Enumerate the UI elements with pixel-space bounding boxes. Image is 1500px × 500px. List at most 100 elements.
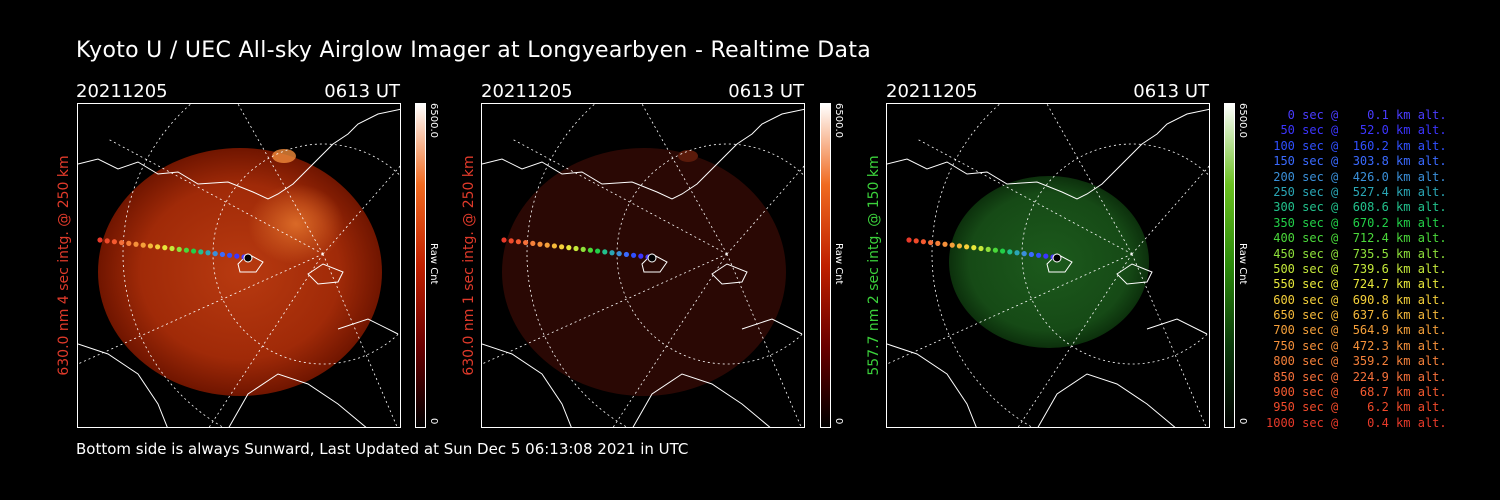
trajectory-marker — [227, 252, 233, 258]
panel-1-colorbar — [415, 103, 426, 428]
trajectory-marker — [559, 244, 565, 250]
station-marker — [647, 253, 657, 263]
trajectory-marker — [631, 252, 637, 258]
panel-3-date: 20211205 — [886, 81, 978, 102]
panel-3-cbar-min: 0 — [1237, 418, 1248, 425]
panel-1-cbar-max: 6500.0 — [428, 103, 439, 138]
trajectory-marker — [971, 245, 977, 251]
legend-row: 0 sec @ 0.1 km alt. — [1266, 108, 1447, 122]
trajectory-marker — [544, 242, 550, 248]
legend-row: 200 sec @ 426.0 km alt. — [1266, 169, 1447, 184]
trajectory-marker — [602, 249, 608, 255]
bright-spot — [272, 149, 296, 163]
panel-2-cbar-unit: Raw Cnt — [833, 243, 844, 285]
panel-2-cbar-max: 6500.0 — [833, 103, 844, 138]
legend-row: 500 sec @ 739.6 km alt. — [1266, 261, 1447, 276]
legend-row: 700 sec @ 564.9 km alt. — [1266, 323, 1447, 338]
panel-3-side-label: 557.7 nm 2 sec intg. @ 150 km — [866, 155, 882, 376]
legend-row: 450 sec @ 735.5 km alt. — [1266, 246, 1447, 261]
panel-3-cbar-unit: Raw Cnt — [1237, 243, 1248, 285]
legend-row: 150 sec @ 303.8 km alt. — [1266, 154, 1447, 169]
panel-1-side-label: 630.0 nm 4 sec intg. @ 250 km — [56, 155, 72, 376]
trajectory-marker — [219, 251, 225, 258]
panel-1-time: 0613 UT — [324, 81, 400, 102]
trajectory-track — [906, 237, 1062, 263]
trajectory-marker — [126, 240, 132, 246]
panel-1-date: 20211205 — [76, 81, 168, 102]
coastlines — [482, 108, 804, 427]
trajectory-marker — [920, 239, 926, 245]
trajectory-marker — [978, 245, 984, 252]
trajectory-marker — [501, 237, 507, 243]
trajectory-marker — [140, 242, 146, 248]
trajectory-marker — [176, 246, 182, 252]
legend-row: 650 sec @ 637.6 km alt. — [1266, 308, 1447, 323]
trajectory-marker — [1000, 248, 1006, 254]
panel-2-sky-map — [482, 104, 804, 427]
trajectory-marker — [949, 242, 955, 248]
panel-3-time: 0613 UT — [1133, 81, 1209, 102]
trajectory-marker — [616, 251, 622, 257]
trajectory-marker — [198, 249, 204, 255]
trajectory-marker — [573, 245, 579, 252]
trajectory-marker — [169, 245, 175, 252]
trajectory-marker — [97, 237, 103, 243]
trajectory-marker — [913, 238, 919, 244]
trajectory-marker — [985, 246, 991, 252]
panel-2-cbar-min: 0 — [833, 418, 844, 425]
legend-row: 300 sec @ 608.6 km alt. — [1266, 200, 1447, 215]
trajectory-marker — [595, 248, 601, 254]
trajectory-marker — [1014, 250, 1020, 256]
trajectory-marker — [580, 246, 586, 252]
panel-3-image — [886, 103, 1210, 428]
trajectory-marker — [1007, 249, 1013, 255]
legend-row: 750 sec @ 472.3 km alt. — [1266, 338, 1447, 353]
trajectory-marker — [964, 244, 970, 250]
trajectory-marker — [1028, 251, 1034, 258]
panel-1-cbar-unit: Raw Cnt — [428, 243, 439, 285]
trajectory-marker — [609, 250, 615, 256]
trajectory-marker — [623, 251, 629, 258]
panel-1-cbar-min: 0 — [428, 418, 439, 425]
trajectory-marker — [191, 248, 197, 254]
trajectory-marker — [1021, 251, 1027, 257]
trajectory-marker — [508, 238, 514, 244]
page-title: Kyoto U / UEC All-sky Airglow Imager at … — [76, 38, 872, 63]
trajectory-marker — [205, 250, 211, 256]
trajectory-marker — [183, 247, 189, 253]
legend-row: 850 sec @ 224.9 km alt. — [1266, 369, 1447, 384]
coastlines — [78, 108, 400, 427]
bright-region — [248, 184, 344, 264]
legend-row: 350 sec @ 670.2 km alt. — [1266, 215, 1447, 230]
panel-1-sky-map — [78, 104, 400, 427]
station-marker — [243, 253, 253, 263]
panel-2-date: 20211205 — [481, 81, 573, 102]
trajectory-marker — [537, 241, 543, 247]
legend-row: 250 sec @ 527.4 km alt. — [1266, 184, 1447, 199]
trajectory-marker — [234, 253, 240, 259]
trajectory-marker — [104, 238, 110, 244]
panel-2-side-label: 630.0 nm 1 sec intg. @ 250 km — [461, 155, 477, 376]
panel-1-image — [77, 103, 401, 428]
trajectory-marker — [523, 239, 529, 246]
panel-3-colorbar — [1224, 103, 1235, 428]
legend-row: 50 sec @ 52.0 km alt. — [1266, 123, 1447, 138]
footer-note: Bottom side is always Sunward, Last Upda… — [76, 440, 689, 458]
trajectory-marker — [119, 239, 125, 246]
panel-2-time: 0613 UT — [728, 81, 804, 102]
legend-row: 950 sec @ 6.2 km alt. — [1266, 400, 1447, 415]
trajectory-marker — [906, 237, 912, 243]
trajectory-marker — [942, 241, 948, 247]
trajectory-marker — [928, 239, 934, 246]
trajectory-marker — [992, 247, 998, 253]
trajectory-marker — [212, 251, 218, 257]
legend-row: 800 sec @ 359.2 km alt. — [1266, 354, 1447, 369]
trajectory-marker — [515, 239, 521, 245]
coastlines — [887, 108, 1209, 427]
legend-row: 550 sec @ 724.7 km alt. — [1266, 277, 1447, 292]
trajectory-marker — [147, 243, 153, 249]
trajectory-track — [501, 237, 657, 263]
panel-2-colorbar — [820, 103, 831, 428]
trajectory-marker — [1043, 253, 1049, 259]
bright-spot — [678, 150, 698, 162]
